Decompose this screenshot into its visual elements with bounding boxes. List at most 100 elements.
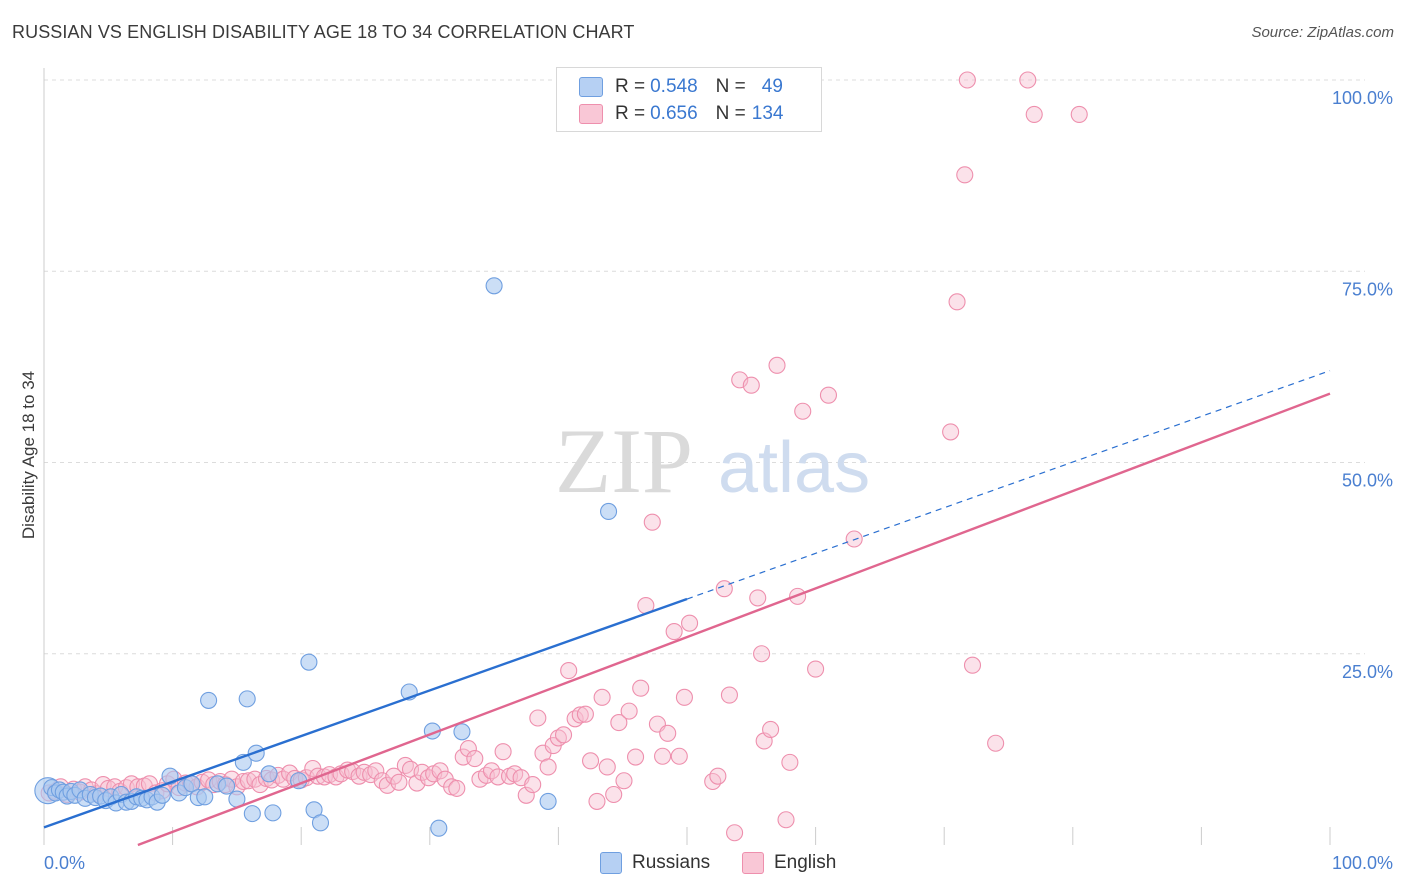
english-swatch — [579, 104, 603, 124]
russians-r-value: 0.548 — [650, 76, 698, 97]
english-legend-swatch — [742, 852, 764, 874]
english-point — [654, 747, 672, 765]
english-point — [367, 762, 385, 780]
english-point — [781, 753, 799, 771]
russians-legend-swatch — [600, 852, 622, 874]
english-point — [675, 688, 693, 706]
english-point — [598, 758, 616, 776]
english-point — [659, 724, 677, 742]
english-point — [448, 779, 466, 797]
russians-point — [264, 804, 282, 822]
english-point — [431, 762, 449, 780]
english-point — [539, 758, 557, 776]
russians-point — [218, 777, 236, 795]
english-point — [466, 750, 484, 768]
legend-item-english[interactable]: English — [742, 852, 836, 874]
english-point — [777, 811, 795, 829]
english-point — [571, 706, 589, 724]
english-point — [494, 743, 512, 761]
english-point — [742, 376, 760, 394]
english-point — [704, 772, 722, 791]
english-point — [605, 785, 623, 804]
russians-point — [153, 786, 171, 804]
russians-point — [453, 723, 471, 741]
russians-point — [300, 653, 318, 671]
english-n-value: 134 — [751, 103, 784, 124]
grid-lines — [44, 79, 1365, 655]
watermark-atlas: atlas — [718, 428, 870, 508]
english-point — [560, 662, 578, 680]
russians-r-label: R = — [615, 76, 646, 97]
russians-n-value: 49 — [761, 76, 783, 97]
english-point — [554, 726, 573, 744]
chart-title: RUSSIAN VS ENGLISH DISABILITY AGE 18 TO … — [12, 22, 635, 42]
english-point — [588, 792, 606, 810]
trend-lines — [43, 370, 1331, 847]
english-legend-label: English — [774, 852, 837, 873]
english-point — [987, 734, 1005, 752]
english-n-label: N = — [715, 103, 746, 124]
x-tick-label-max: 100.0% — [1332, 853, 1393, 873]
english-point — [768, 356, 786, 374]
english-point — [749, 589, 767, 607]
legend-row-english: R = 0.656 N = 134 — [579, 101, 783, 127]
english-point — [524, 776, 542, 794]
english-point — [549, 729, 567, 747]
english-point — [643, 513, 661, 531]
correlation-legend: R = 0.548 N = 49 R = 0.656 N = 134 — [556, 67, 822, 132]
english-point — [720, 686, 738, 704]
english-r-value: 0.656 — [650, 103, 698, 124]
english-point — [958, 71, 976, 89]
english-point — [529, 709, 547, 727]
russians-point — [243, 805, 261, 823]
y-axis-label: Disability Age 18 to 34 — [19, 371, 38, 539]
source-label: Source: ZipAtlas.com — [1251, 24, 1394, 41]
watermark: ZIP atlas — [555, 410, 870, 512]
series-legend: Russians English — [0, 852, 1406, 878]
russians-swatch — [579, 77, 603, 97]
y-tick-label: 50.0% — [1342, 471, 1393, 491]
russians-point — [311, 814, 330, 832]
x-tick-label-min: 0.0% — [44, 853, 85, 873]
english-point — [762, 720, 780, 739]
english-point — [627, 748, 645, 766]
watermark-zip: ZIP — [555, 410, 693, 512]
english-point — [1070, 105, 1088, 123]
english-point — [576, 705, 594, 723]
english-point — [845, 530, 863, 548]
english-point — [753, 645, 771, 663]
english-point — [665, 623, 683, 641]
english-point — [581, 752, 600, 770]
english-point — [715, 580, 733, 598]
english-point — [482, 762, 501, 780]
y-tick-label: 75.0% — [1342, 279, 1393, 299]
tick-labels: 25.0% 50.0% 75.0% 100.0% 0.0% 100.0% — [44, 88, 1393, 873]
english-point — [956, 166, 974, 184]
english-point — [1019, 71, 1037, 89]
english-point — [726, 824, 744, 842]
english-point — [615, 772, 633, 790]
russians-trend-extension — [686, 370, 1331, 600]
english-point — [948, 293, 966, 311]
russians-points — [34, 277, 618, 837]
russians-point — [196, 788, 214, 806]
english-point — [807, 660, 825, 678]
russians-point — [485, 277, 503, 295]
english-point — [459, 740, 477, 758]
y-tick-label: 100.0% — [1332, 88, 1393, 108]
axes — [43, 68, 1331, 845]
english-point — [709, 767, 727, 785]
english-point — [794, 402, 812, 420]
english-point — [610, 714, 628, 732]
russians-trend-line — [43, 597, 688, 829]
english-point — [670, 747, 688, 765]
russians-point — [539, 792, 557, 810]
russians-legend-label: Russians — [632, 852, 711, 873]
y-tick-label: 25.0% — [1342, 662, 1393, 682]
russians-point — [600, 502, 618, 521]
legend-item-russians[interactable]: Russians — [600, 852, 710, 874]
russians-point — [200, 691, 218, 709]
english-point — [390, 773, 408, 791]
russians-point — [430, 819, 448, 837]
